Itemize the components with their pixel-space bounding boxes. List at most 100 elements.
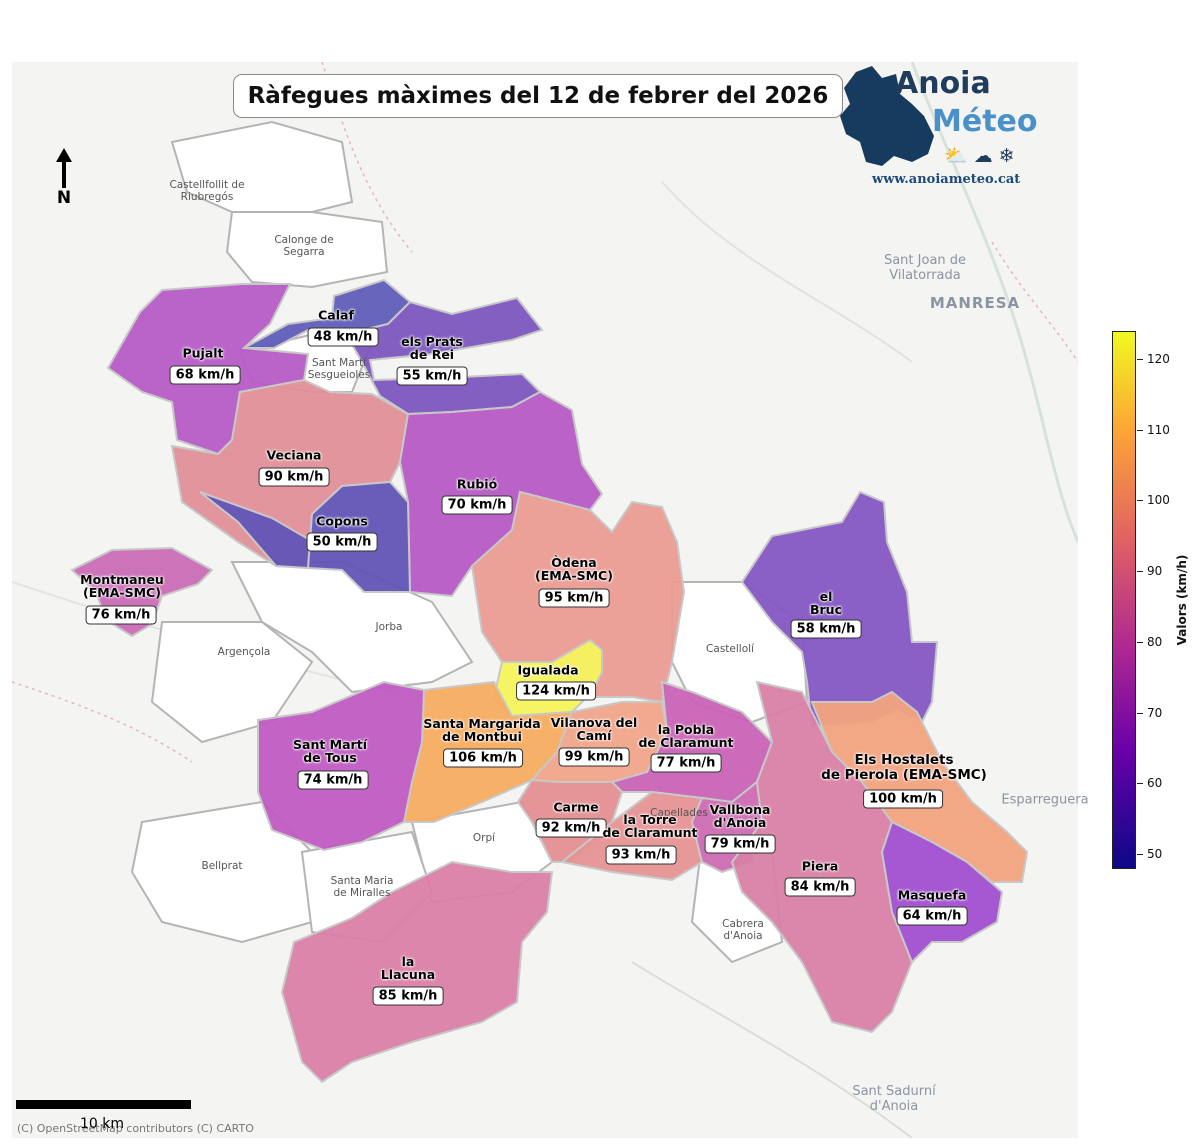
colorbar-tick-label: 120 <box>1147 352 1170 366</box>
place-label: Calonge de Segarra <box>274 234 334 258</box>
place-label: Sant Martí Sesgueioles <box>307 357 371 381</box>
colorbar-tick-label: 110 <box>1147 423 1170 437</box>
gust-value: 85 km/h <box>372 986 444 1006</box>
colorbar-label: Valors (km/h) <box>1175 554 1189 646</box>
gust-value: 55 km/h <box>396 366 468 386</box>
place-label: Bellprat <box>201 860 243 872</box>
north-arrow-icon <box>56 148 72 188</box>
colorbar-tick-label: 90 <box>1147 564 1163 578</box>
snowflake-icon: ❄ <box>998 145 1021 167</box>
municipality-name: Sant Martí de Tous <box>293 737 367 765</box>
gust-value: 68 km/h <box>169 365 241 385</box>
gust-value: 93 km/h <box>605 845 677 865</box>
place-label: Castellfollit de Riubregós <box>169 179 245 203</box>
gust-value: 84 km/h <box>784 877 856 897</box>
colorbar-tick <box>1137 500 1143 501</box>
map-area[interactable] <box>12 62 1078 1138</box>
gust-value: 50 km/h <box>306 532 378 552</box>
polygon-els-prats-de-rei[interactable] <box>344 296 544 416</box>
colorbar-tick <box>1137 854 1143 855</box>
logo-word-anoia: Anoia <box>895 66 991 101</box>
municipality-name: Pujalt <box>182 345 224 361</box>
colorbar-tick <box>1137 430 1143 431</box>
municipality-name: la Torre de Claramunt <box>602 812 698 840</box>
municipality-name: el Bruc <box>809 589 843 617</box>
municipality-name: els Prats de Rei <box>401 334 463 362</box>
gust-value: 79 km/h <box>704 834 776 854</box>
north-label: N <box>56 188 72 208</box>
municipality-name: Rubió <box>456 476 498 492</box>
polygon-copons[interactable] <box>199 480 412 593</box>
place-label: Santa Maria de Miralles <box>330 875 394 899</box>
municipality-name: Òdena (EMA-SMC) <box>535 555 613 583</box>
north-arrow: N <box>52 148 76 208</box>
attribution-credit[interactable]: (C) OpenStreetMap contributors (C) CARTO <box>17 1122 254 1135</box>
place-label: MANRESA <box>929 294 1021 312</box>
place-label: Castellolí <box>706 643 754 655</box>
colorbar-tick <box>1137 571 1143 572</box>
municipality-name: Vilanova del Camí <box>550 715 638 743</box>
place-label: Esparreguera <box>1001 792 1089 808</box>
logo-url: www.anoiameteo.cat <box>872 172 1021 187</box>
place-label: Sant Joan de Vilatorrada <box>883 253 967 283</box>
place-label: Sant Sadurní d'Anoia <box>852 1084 936 1114</box>
gust-value: 106 km/h <box>443 748 523 768</box>
municipality-name: Santa Margarida de Montbui <box>423 716 541 744</box>
polygon-piera[interactable] <box>730 680 914 1034</box>
map-title: Ràfegues màximes del 12 de febrer del 20… <box>233 74 843 118</box>
gust-value: 64 km/h <box>896 906 968 926</box>
colorbar-tick <box>1137 642 1143 643</box>
map-svg <box>12 62 1078 1138</box>
municipality-name: Igualada <box>517 662 579 678</box>
municipality-name: la Pobla de Claramunt <box>638 722 734 750</box>
colorbar-tick-label: 50 <box>1147 847 1163 861</box>
colorbar-tick-label: 70 <box>1147 706 1163 720</box>
colorbar-tick <box>1137 783 1143 784</box>
gust-value: 58 km/h <box>790 619 862 639</box>
colorbar <box>1112 331 1136 869</box>
place-label: Orpí <box>472 832 496 844</box>
municipality-name: la Llacuna <box>380 954 436 982</box>
gust-value: 100 km/h <box>863 789 943 809</box>
place-label: Capellades <box>650 807 708 819</box>
gust-value: 99 km/h <box>558 747 630 767</box>
sun-cloud-icon: ⛅ <box>944 145 974 167</box>
municipality-name: Veciana <box>266 447 322 463</box>
scale-bar <box>16 1100 191 1109</box>
other-municipalities <box>130 120 809 964</box>
municipality-name: Montmaneu (EMA-SMC) <box>80 572 164 600</box>
place-label: Jorba <box>375 621 403 633</box>
municipality-name: Copons <box>316 513 368 529</box>
logo-weather-icons: ⛅☁❄ <box>944 144 1021 167</box>
colorbar-tick <box>1137 713 1143 714</box>
gust-value: 48 km/h <box>307 327 379 347</box>
municipality-name: Masquefa <box>897 887 967 903</box>
cloud-icon: ☁ <box>973 145 999 167</box>
municipality-name: Piera <box>801 858 839 874</box>
gust-value: 74 km/h <box>297 770 369 790</box>
anoia-meteo-logo[interactable]: Anoia Méteo ⛅☁❄ www.anoiameteo.cat <box>838 62 1038 192</box>
gust-value: 124 km/h <box>516 681 596 701</box>
polygon-la-llacuna[interactable] <box>280 860 554 1084</box>
colorbar-tick-label: 60 <box>1147 776 1163 790</box>
municipality-name: Vallbona d'Anoia <box>709 802 771 830</box>
logo-word-meteo: Méteo <box>932 104 1038 139</box>
place-label: Cabrera d'Anoia <box>722 918 764 942</box>
gust-value: 90 km/h <box>258 467 330 487</box>
colorbar-tick-label: 80 <box>1147 635 1163 649</box>
municipality-name: Calaf <box>318 307 354 323</box>
scale-label: 10 km <box>80 1116 125 1132</box>
polygon-sant-marti-de-tous[interactable] <box>257 680 426 852</box>
anoia-region-silhouette-icon <box>840 66 934 166</box>
gust-value: 77 km/h <box>650 753 722 773</box>
municipality-name: Carme <box>553 799 599 815</box>
gust-value: 70 km/h <box>441 495 513 515</box>
gust-value: 92 km/h <box>535 818 607 838</box>
colorbar-tick-label: 100 <box>1147 493 1170 507</box>
place-label: Argençola <box>217 646 271 658</box>
municipality-name: Els Hostalets de Pierola (EMA-SMC) <box>821 752 987 783</box>
colorbar-tick <box>1137 359 1143 360</box>
polygon-el-bruc[interactable] <box>740 490 939 729</box>
gust-value: 76 km/h <box>85 605 157 625</box>
polygon-masquefa[interactable] <box>880 820 1004 964</box>
